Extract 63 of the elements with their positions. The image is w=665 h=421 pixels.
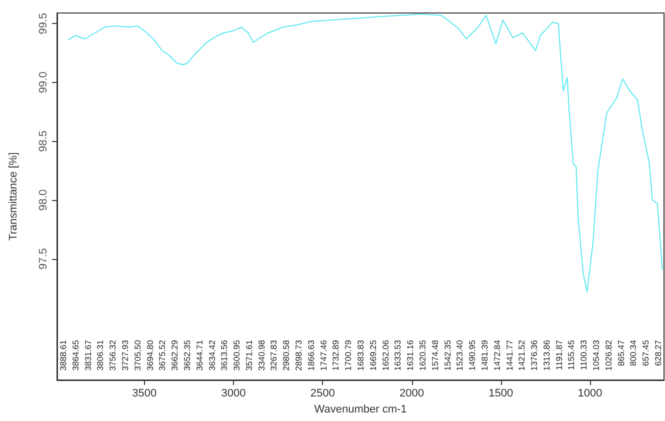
annotation: 3831.67 <box>82 340 93 371</box>
annotation: 800.34 <box>628 340 638 366</box>
annotation: 1490.95 <box>467 340 478 371</box>
annotation: 1747.46 <box>318 340 328 371</box>
annotation: 3652.35 <box>182 340 192 371</box>
annotation: 1523.40 <box>454 340 465 371</box>
annotation: 2980.58 <box>281 340 292 371</box>
annotation: 1313.86 <box>541 340 552 371</box>
annotation: 1481.39 <box>479 340 490 371</box>
annotation: 1574.48 <box>430 340 440 371</box>
y-tick-label: 99.0 <box>38 72 50 94</box>
annotation: 1441.77 <box>504 340 514 371</box>
y-tick-label: 97.5 <box>38 248 50 270</box>
annotation: 657.45 <box>640 340 651 366</box>
x-tick-label: 3500 <box>132 388 157 400</box>
annotation: 2898.73 <box>294 340 304 371</box>
annotation: 1866.63 <box>306 340 316 371</box>
x-tick-label: 3000 <box>221 388 246 400</box>
annotation: 1191.87 <box>554 340 564 370</box>
x-tick-label: 1000 <box>578 388 602 400</box>
x-tick-label: 1500 <box>488 388 514 400</box>
annotation: 3806.31 <box>95 340 106 371</box>
annotation: 1732.89 <box>330 340 341 371</box>
annotation: 3613.56 <box>219 340 230 371</box>
annotation: 3267.83 <box>268 340 279 371</box>
y-tick-label: 98.5 <box>38 130 50 152</box>
annotation: 1155.45 <box>566 340 576 370</box>
annotation: 3600.95 <box>232 340 242 371</box>
annotation: 1421.52 <box>516 340 527 371</box>
annotation: 3694.80 <box>144 340 155 371</box>
annotation: 1633.53 <box>392 340 403 371</box>
annotation: 1669.25 <box>368 340 378 371</box>
annotation: 1376.36 <box>529 340 540 371</box>
annotation: 3756.32 <box>108 340 118 371</box>
annotation: 1652.06 <box>380 340 390 371</box>
y-tick-label: 98.0 <box>38 189 50 211</box>
annotation: 1054.03 <box>591 340 602 371</box>
annotation: 1100.33 <box>578 340 589 370</box>
annotation: 3705.50 <box>132 340 142 371</box>
annotation: 865.47 <box>616 340 626 366</box>
annotation: 3662.29 <box>170 340 180 371</box>
annotation: 3644.71 <box>194 340 204 371</box>
y-axis-title: Transmittance [%] <box>8 152 20 241</box>
annotation: 3864.65 <box>70 340 80 371</box>
annotation: 3675.52 <box>157 340 168 371</box>
x-tick-label: 2000 <box>400 388 424 400</box>
annotation: 3340.98 <box>256 340 266 371</box>
annotation: 1026.82 <box>603 340 614 371</box>
annotation: 1631.16 <box>405 340 416 371</box>
x-tick-label: 2500 <box>310 388 335 400</box>
annotation: 3634.42 <box>206 340 217 371</box>
annotation: 1620.35 <box>417 340 428 371</box>
annotation: 1700.79 <box>343 340 354 371</box>
annotation: 1472.84 <box>492 340 502 371</box>
x-axis-title: Wavenumber cm-1 <box>314 404 407 416</box>
annotation: 1683.83 <box>356 340 366 371</box>
annotation: 1542.35 <box>442 340 452 371</box>
y-tick-label: 99.5 <box>38 12 50 34</box>
annotation: 628.27 <box>653 340 663 366</box>
annotation: 3727.93 <box>120 340 130 371</box>
annotation: 3571.61 <box>244 340 254 371</box>
annotation: 3888.61 <box>58 340 68 371</box>
line-series <box>68 14 663 292</box>
